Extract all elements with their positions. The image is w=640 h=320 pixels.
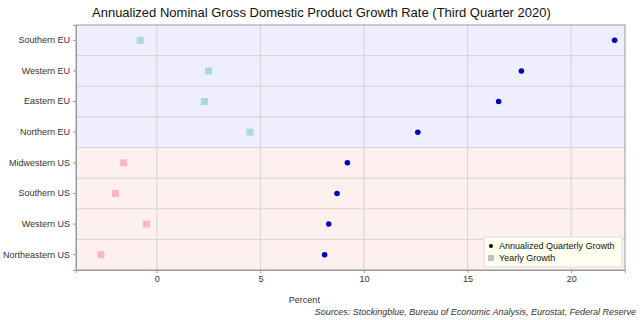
tick-label: Eastern EU xyxy=(24,96,70,106)
row-band xyxy=(76,56,625,87)
tick-label: 15 xyxy=(463,274,473,284)
plot-frame xyxy=(76,25,625,270)
row-band xyxy=(76,148,625,179)
tick: 15 xyxy=(463,270,473,284)
chart: 0 5 10 15 20 Southern EU Western EU Eastern EU N… xyxy=(0,0,640,320)
point xyxy=(519,68,525,74)
axis-line xyxy=(73,26,77,271)
row-band xyxy=(76,209,625,240)
legend: Annualized Quarterly Growth Yearly Growth xyxy=(484,237,622,267)
tick-label: Northern EU xyxy=(20,127,70,137)
tick: 10 xyxy=(359,270,369,284)
point xyxy=(496,99,502,105)
tick-mark xyxy=(73,162,76,163)
x-axis: 0 5 10 15 20 xyxy=(77,270,626,284)
tick-label: Southern US xyxy=(18,188,70,198)
point xyxy=(143,221,150,228)
row-bands xyxy=(76,25,625,270)
tick: Western EU xyxy=(22,66,76,76)
tick-mark xyxy=(73,224,76,225)
tick-label: Southern EU xyxy=(18,35,70,45)
tick-label: Western EU xyxy=(22,66,70,76)
point xyxy=(137,37,144,44)
tick-mark xyxy=(157,270,158,273)
point xyxy=(205,67,212,74)
row-band xyxy=(76,117,625,148)
point xyxy=(201,98,208,105)
legend-box xyxy=(484,237,622,267)
point xyxy=(97,251,104,258)
title: Annualized Nominal Gross Domestic Produc… xyxy=(92,5,551,20)
tick: Eastern EU xyxy=(24,96,76,106)
legend-marker xyxy=(489,244,493,248)
legend-label: Annualized Quarterly Growth xyxy=(499,241,615,251)
tick-mark xyxy=(73,40,76,41)
tick-label: Midwestern US xyxy=(9,158,70,168)
tick-label: Northeastern US xyxy=(3,250,70,260)
grid-line xyxy=(76,147,625,148)
plot: 0 5 10 15 20 Southern EU Western EU Eastern EU N… xyxy=(3,25,626,284)
tick-mark xyxy=(260,270,261,273)
legend-label: Yearly Growth xyxy=(499,253,555,263)
row-band xyxy=(76,25,625,56)
tick: 20 xyxy=(567,270,577,284)
point xyxy=(612,38,618,44)
point xyxy=(326,221,332,227)
point xyxy=(345,160,351,166)
row-band xyxy=(76,86,625,117)
tick: 0 xyxy=(155,270,160,284)
grid xyxy=(76,25,625,270)
axis-line xyxy=(77,271,626,274)
tick-mark xyxy=(73,132,76,133)
y-axis: Southern EU Western EU Eastern EU Northern … xyxy=(3,26,77,271)
tick: 5 xyxy=(258,270,263,284)
tick-mark xyxy=(468,270,469,273)
annotation: Sources: Stockingblue, Bureau of Economi… xyxy=(315,307,636,317)
series xyxy=(322,38,618,258)
grid-line xyxy=(76,55,625,56)
tick: Northern EU xyxy=(20,127,76,137)
row-band xyxy=(76,178,625,209)
grid-line xyxy=(76,116,625,117)
tick-mark xyxy=(73,101,76,102)
tick-mark xyxy=(73,193,76,194)
marks xyxy=(97,37,617,258)
grid-line xyxy=(76,178,625,179)
tick: Western US xyxy=(22,219,76,229)
tick-mark xyxy=(73,254,76,255)
grid-line xyxy=(76,208,625,209)
tick: Southern EU xyxy=(18,35,76,45)
tick: Northeastern US xyxy=(3,250,76,260)
point xyxy=(415,129,421,135)
point xyxy=(120,159,127,166)
tick-mark xyxy=(571,270,572,273)
x-axis-title: Percent xyxy=(289,295,321,305)
tick-label: 20 xyxy=(567,274,577,284)
legend-marker xyxy=(488,255,494,261)
grid-line xyxy=(76,86,625,87)
tick-label: 0 xyxy=(155,274,160,284)
series xyxy=(97,37,253,258)
point xyxy=(334,191,340,197)
tick-mark xyxy=(364,270,365,273)
tick-mark xyxy=(73,70,76,71)
point xyxy=(247,129,254,136)
point xyxy=(112,190,119,197)
tick-label: 10 xyxy=(359,274,369,284)
tick-label: 5 xyxy=(258,274,263,284)
tick: Midwestern US xyxy=(9,158,76,168)
tick-label: Western US xyxy=(22,219,70,229)
tick: Southern US xyxy=(18,188,76,198)
point xyxy=(322,252,328,258)
